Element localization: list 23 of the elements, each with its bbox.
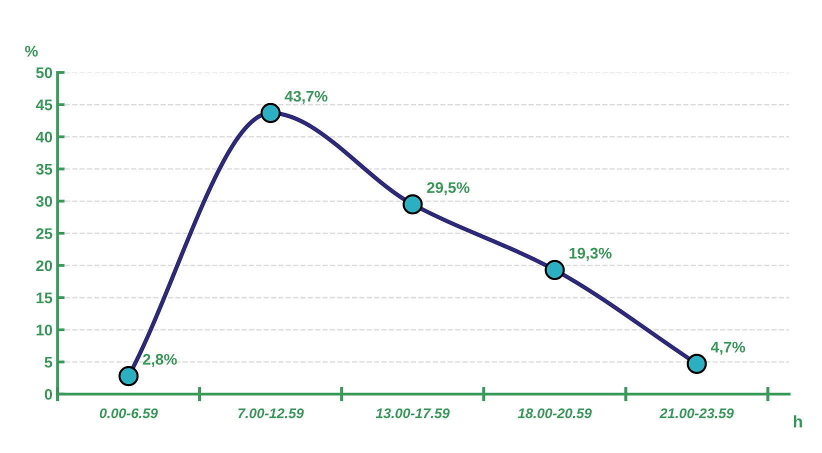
- y-axis-title: %: [25, 46, 38, 57]
- x-tick-label: 21.00-23.59: [660, 408, 734, 418]
- y-tick-label: 0: [44, 388, 52, 400]
- data-label: 19,3%: [570, 248, 612, 261]
- x-tick-label: 7.00-12.59: [238, 408, 304, 418]
- data-label: 4,7%: [710, 342, 746, 355]
- x-axis-title: h: [794, 415, 802, 428]
- y-tick-label: 10: [36, 324, 52, 336]
- x-tick-label: 18.00-20.59: [518, 408, 592, 418]
- y-tick-label: 20: [36, 260, 52, 272]
- y-tick-label: 25: [36, 228, 52, 239]
- y-tick-label: 15: [36, 292, 52, 304]
- x-tick-label: 13.00-17.59: [376, 408, 450, 418]
- y-tick-label: 30: [36, 196, 52, 207]
- data-label: 43,7%: [284, 90, 328, 104]
- data-label: 29,5%: [427, 182, 470, 196]
- y-tick-label: 5: [44, 356, 52, 368]
- y-tick-label: 45: [36, 100, 52, 110]
- y-tick-label: 35: [36, 164, 52, 175]
- y-tick-label: 50: [36, 67, 52, 78]
- y-tick-label: 40: [36, 132, 52, 142]
- data-label: 2,8%: [142, 354, 177, 367]
- x-tick-label: 0.00-6.59: [100, 408, 158, 418]
